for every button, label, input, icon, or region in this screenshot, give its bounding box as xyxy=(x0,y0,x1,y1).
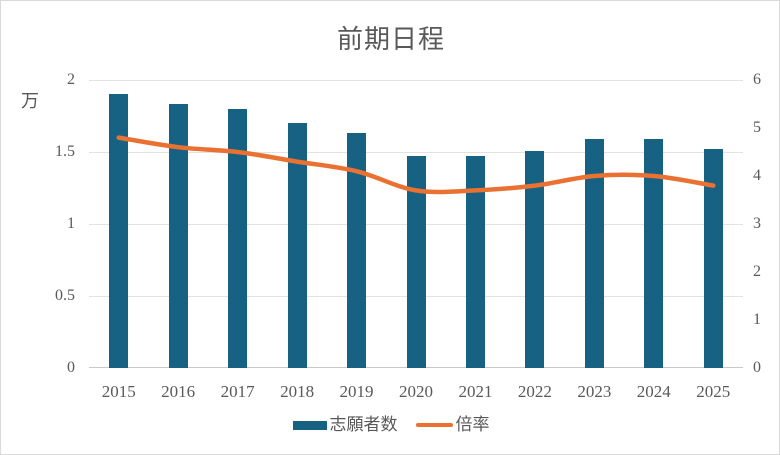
left-axis-tick-label: 2 xyxy=(67,71,75,88)
right-axis-tick-label: 5 xyxy=(753,119,761,136)
x-tick-label: 2024 xyxy=(636,382,671,401)
right-axis-tick-label: 1 xyxy=(753,311,761,328)
gridline xyxy=(89,80,743,81)
right-axis-tick-label: 0 xyxy=(753,359,761,376)
left-axis-tick-label: 0 xyxy=(67,359,75,376)
bar-2020 xyxy=(406,156,426,368)
gridline xyxy=(89,152,743,153)
x-tick-label: 2019 xyxy=(339,382,374,401)
plot-area xyxy=(89,80,743,368)
bar-2018 xyxy=(287,123,307,368)
left-axis-tick-label: 0.5 xyxy=(55,287,75,304)
bar-2017 xyxy=(228,108,248,368)
right-axis-tick-label: 3 xyxy=(753,215,761,232)
x-tick-label: 2015 xyxy=(101,382,136,401)
x-tick-label: 2016 xyxy=(161,382,196,401)
chart-title: 前期日程 xyxy=(336,25,445,54)
bar-2021 xyxy=(465,156,485,368)
bar-series-swatch xyxy=(292,420,327,430)
legend-label-ratio: 倍率 xyxy=(455,415,490,434)
bar-2016 xyxy=(168,104,188,368)
x-tick-label: 2025 xyxy=(696,382,731,401)
bar-2015 xyxy=(109,94,129,368)
bar-2022 xyxy=(525,150,545,368)
x-tick-label: 2021 xyxy=(458,382,493,401)
bar-2025 xyxy=(703,149,723,368)
legend-item-ratio: 倍率 xyxy=(415,415,490,435)
right-axis-tick-label: 2 xyxy=(753,263,761,280)
x-tick-label: 2017 xyxy=(220,382,255,401)
legend-item-applicants: 志願者数 xyxy=(292,415,398,435)
line-series-layer xyxy=(116,135,716,195)
x-tick-label: 2023 xyxy=(577,382,612,401)
left-axis-tick-label: 1.5 xyxy=(55,143,75,160)
x-tick-label: 2020 xyxy=(398,382,433,401)
left-axis-tick-label: 1 xyxy=(67,215,75,232)
ratio-line xyxy=(116,135,716,195)
right-axis-tick-label: 4 xyxy=(753,167,761,184)
x-tick-label: 2018 xyxy=(280,382,315,401)
bar-2019 xyxy=(347,133,367,368)
legend-label-applicants: 志願者数 xyxy=(329,415,398,434)
x-tick-label: 2022 xyxy=(517,382,552,401)
line-series-swatch xyxy=(415,422,453,428)
left-axis-unit-label: 万 xyxy=(21,91,39,111)
bar-2023 xyxy=(584,139,604,368)
bar-2024 xyxy=(644,139,664,368)
right-axis-tick-label: 6 xyxy=(753,71,761,88)
legend: 志願者数 倍率 xyxy=(1,415,779,435)
